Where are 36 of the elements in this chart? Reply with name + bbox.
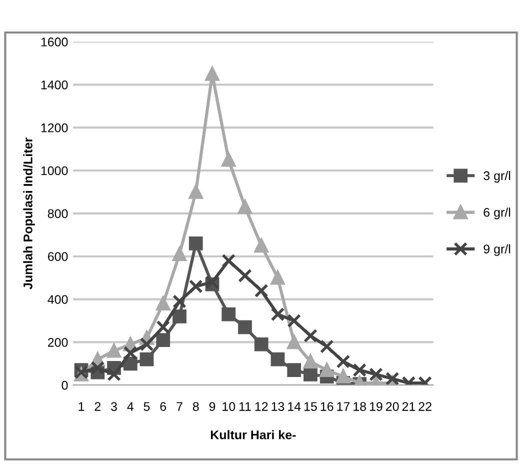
y-tick-label: 1400 bbox=[41, 80, 68, 90]
x-tick-label: 12 bbox=[255, 402, 268, 411]
x-tick-label: 16 bbox=[320, 402, 334, 411]
x-tick-label: 11 bbox=[239, 402, 251, 411]
x-tick-label: 21 bbox=[402, 402, 416, 411]
legend-label: 6 gr/l bbox=[484, 208, 510, 220]
x-tick-label: 18 bbox=[354, 402, 366, 411]
x-tick-label: 1 bbox=[78, 402, 84, 411]
x-tick-label: 13 bbox=[272, 402, 284, 411]
x-tick-label: 6 bbox=[160, 402, 166, 411]
x-tick-label: 9 bbox=[209, 402, 216, 411]
y-tick-label: 1200 bbox=[41, 123, 68, 132]
x-tick-label: 20 bbox=[386, 402, 399, 411]
y-tick-label: 0 bbox=[62, 380, 68, 390]
x-tick-label: 4 bbox=[127, 402, 134, 411]
legend-label: 3 gr/l bbox=[484, 170, 510, 183]
y-tick-label: 1600 bbox=[41, 38, 68, 46]
y-tick-label: 600 bbox=[48, 252, 68, 262]
x-tick-label: 14 bbox=[288, 402, 301, 411]
x-tick-label: 17 bbox=[337, 402, 350, 411]
x-tick-label: 3 bbox=[111, 402, 117, 411]
y-tick-label: 200 bbox=[48, 338, 68, 347]
legend-label: 9 gr/l bbox=[484, 244, 510, 256]
x-tick-label: 19 bbox=[370, 402, 382, 411]
x-axis-title: Kultur Hari ke- bbox=[210, 430, 296, 440]
y-tick-label: 800 bbox=[48, 209, 68, 218]
x-tick-label: 22 bbox=[418, 402, 432, 411]
x-tick-label: 10 bbox=[222, 402, 236, 411]
x-tick-label: 8 bbox=[192, 402, 199, 411]
x-tick-label: 7 bbox=[176, 402, 182, 411]
y-tick-label: 1000 bbox=[41, 166, 68, 176]
x-tick-label: 2 bbox=[94, 402, 100, 411]
y-axis-title: Jumlah Populasi Ind/Liter bbox=[23, 138, 35, 290]
y-tick-label: 400 bbox=[48, 295, 68, 304]
x-tick-label: 15 bbox=[304, 402, 317, 411]
x-tick-label: 5 bbox=[144, 402, 150, 411]
